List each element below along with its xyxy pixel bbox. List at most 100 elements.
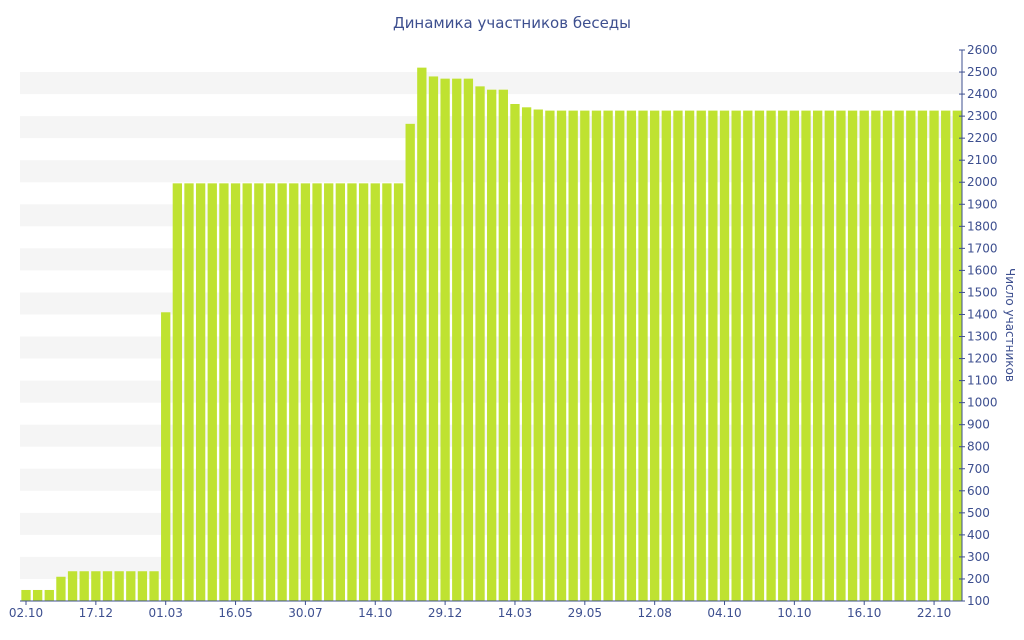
y-tick-label: 2600 [967,43,998,57]
bar [417,67,427,601]
bar [684,110,695,602]
y-tick-label: 800 [967,440,990,454]
bar [300,183,311,602]
y-tick-label: 1900 [967,197,998,211]
bar [277,183,287,602]
bar [836,110,846,602]
bar [79,571,89,601]
bar [184,183,194,602]
bar [44,589,54,601]
y-axis: 100 200 300 400 500 600 700 800 900 1000 1100 1200 1… [959,43,998,608]
y-tick-label: 2100 [967,153,998,167]
bar [370,183,380,602]
bar [21,589,31,601]
bar [638,110,648,602]
y-tick-label: 900 [967,418,990,432]
y-tick-label: 1100 [967,374,998,388]
bar [521,107,532,601]
bar [405,123,415,602]
y-tick-label: 700 [967,462,990,476]
bar [382,183,392,602]
y-tick-label: 1500 [967,285,998,299]
bar [126,571,136,601]
x-tick-label: 04.10 [707,606,741,620]
x-tick-label: 16.10 [847,606,881,620]
bar [696,110,706,602]
bar [894,110,904,602]
bar [580,110,590,602]
bar [906,110,916,602]
bar [172,183,183,602]
y-tick-label: 1700 [967,241,998,255]
bar [917,110,928,602]
bar [871,110,881,602]
y-tick-label: 1300 [967,330,998,344]
bar [475,86,485,602]
bar [102,571,113,601]
bar [358,183,369,602]
bar [615,110,625,602]
bar [207,183,217,602]
bar [929,110,939,602]
y-tick-label: 2300 [967,109,998,123]
x-tick-label: 02.10 [9,606,43,620]
bar [952,110,963,602]
bar [882,110,893,602]
bar [673,110,683,602]
bar [731,110,741,602]
grid-band [20,72,962,95]
bar [498,89,508,601]
bar [801,110,811,602]
bar [487,89,497,601]
y-tick-label: 600 [967,484,990,498]
bar [137,571,148,601]
y-tick-label: 1400 [967,307,998,321]
bar [242,183,252,602]
x-tick-label: 17.12 [79,606,113,620]
bar-series [21,67,963,602]
y-axis-title: Число участников [1003,268,1017,382]
bar [230,183,241,602]
bar [195,183,206,602]
y-tick-label: 100 [967,594,990,608]
bar [766,110,776,602]
y-tick-label: 1600 [967,263,998,277]
bar [824,110,834,602]
bar [941,110,951,602]
bar [289,183,299,602]
y-tick-label: 1200 [967,352,998,366]
bar [32,589,43,601]
bar [312,183,322,602]
x-tick-label: 16.05 [218,606,252,620]
bar [708,110,718,602]
bar [661,110,671,602]
x-tick-label: 14.03 [498,606,532,620]
y-tick-label: 500 [967,506,990,520]
bar [428,76,439,601]
bar [754,110,765,602]
chart-title: Динамика участников беседы [393,14,631,32]
y-tick-label: 400 [967,528,990,542]
bar [254,183,264,602]
bar [568,110,578,602]
x-tick-label: 29.12 [428,606,462,620]
y-tick-label: 1800 [967,219,998,233]
y-tick-label: 2200 [967,131,998,145]
bar [219,183,229,602]
bar [591,110,602,602]
bar [533,109,543,602]
bar [847,110,858,602]
x-tick-label: 22.10 [917,606,951,620]
bar [347,183,357,602]
bar [335,183,345,602]
x-tick-label: 14.10 [358,606,392,620]
bar [719,110,730,602]
bar [161,312,171,601]
bar [56,576,66,601]
y-tick-label: 2500 [967,65,998,79]
x-tick-label: 10.10 [777,606,811,620]
bar [91,571,101,601]
bar [463,78,474,602]
y-tick-label: 200 [967,572,990,586]
bar [510,103,520,602]
